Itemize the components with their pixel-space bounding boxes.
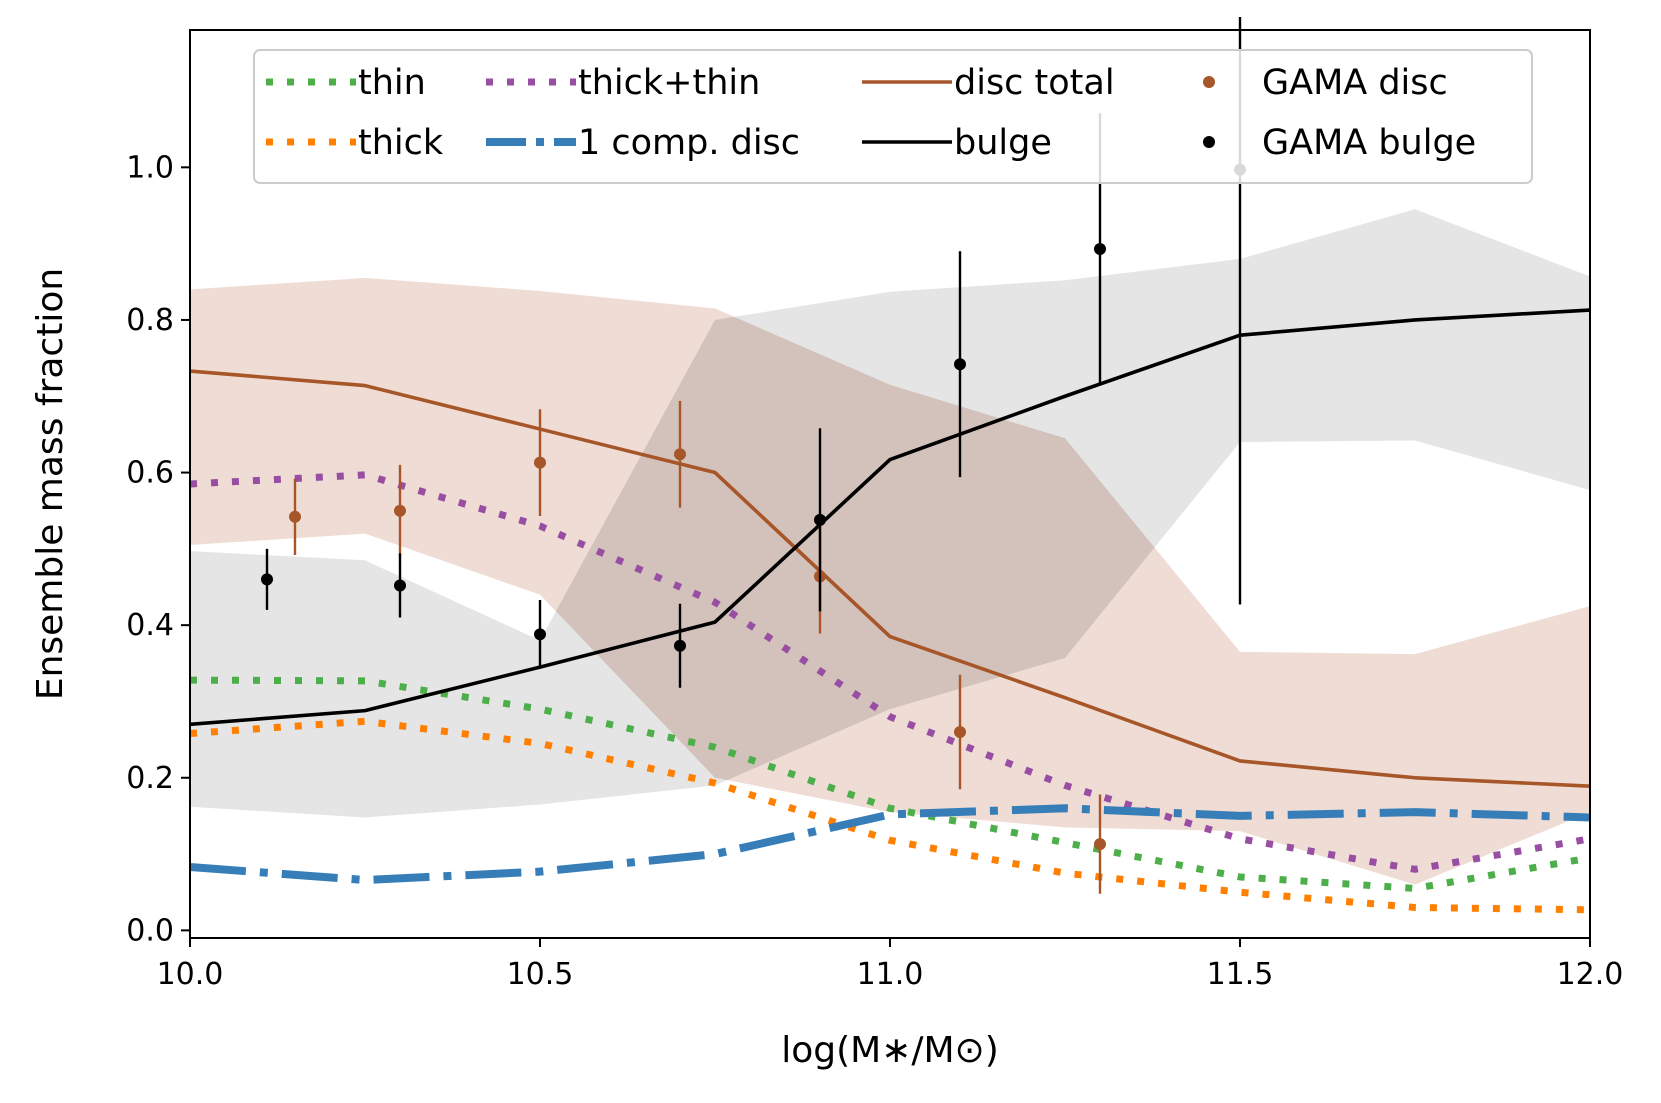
gama-disc-point (289, 510, 301, 523)
x-axis-label: log(M∗/M⊙) (781, 1030, 999, 1071)
x-tick-label: 10.5 (507, 957, 574, 992)
legend: thin thick+thin disc total GAMA disc thick 1 … (253, 49, 1533, 184)
legend-label-thick_thin: thick+thin (578, 63, 760, 103)
gama-bulge-point (534, 628, 546, 641)
legend-marker-gama_disc (1203, 76, 1215, 88)
y-tick-label: 0.2 (126, 761, 174, 796)
legend-marker-gama_bulge (1203, 136, 1215, 148)
gama-disc-point (394, 504, 406, 517)
axes: 10.0 10.5 11.0 11.5 12.0 0.0 0.2 0.4 0.6 0.8 1.0 (126, 150, 1623, 992)
legend-label-thick: thick (358, 123, 444, 163)
series-line-thin (190, 676, 1590, 892)
x-tick-label: 10.0 (157, 957, 224, 992)
x-tick-label: 11.0 (857, 957, 924, 992)
y-tick-label: 0.4 (126, 608, 174, 643)
gama-bulge-point (674, 639, 686, 652)
series-line-thick (190, 717, 1590, 914)
y-axis-label: Ensemble mass fraction (30, 268, 71, 700)
legend-label-bulge: bulge (954, 123, 1052, 163)
gama-bulge-point (394, 579, 406, 592)
gama-disc-point (1094, 838, 1106, 851)
series-line-bulge (190, 308, 1590, 727)
legend-label-thin: thin (358, 63, 426, 103)
legend-label-gama_disc: GAMA disc (1262, 63, 1448, 103)
series-line-disc (190, 369, 1590, 788)
gama-bulge-point (1094, 242, 1106, 255)
legend-label-disc: disc total (954, 63, 1115, 103)
gama-disc-point (534, 456, 546, 469)
y-tick-label: 0.0 (126, 913, 174, 948)
gama-disc-point (954, 725, 966, 738)
legend-label-gama_bulge: GAMA bulge (1262, 123, 1476, 163)
y-tick-label: 1.0 (126, 150, 174, 185)
gama-bulge-point (814, 513, 826, 526)
series-line-one_comp (190, 804, 1590, 885)
legend-label-one_comp: 1 comp. disc (578, 123, 800, 163)
gama-bulge-point (954, 358, 966, 371)
series-line-thick_thin (190, 471, 1590, 873)
series-lines (190, 308, 1590, 914)
y-tick-label: 0.8 (126, 303, 174, 338)
x-tick-label: 12.0 (1557, 957, 1624, 992)
gama-disc-point (674, 448, 686, 461)
gama-bulge-point (261, 573, 273, 586)
y-tick-label: 0.6 (126, 456, 174, 491)
x-tick-label: 11.5 (1207, 957, 1274, 992)
